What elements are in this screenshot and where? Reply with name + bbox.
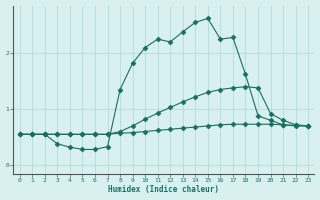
X-axis label: Humidex (Indice chaleur): Humidex (Indice chaleur) xyxy=(108,185,220,194)
